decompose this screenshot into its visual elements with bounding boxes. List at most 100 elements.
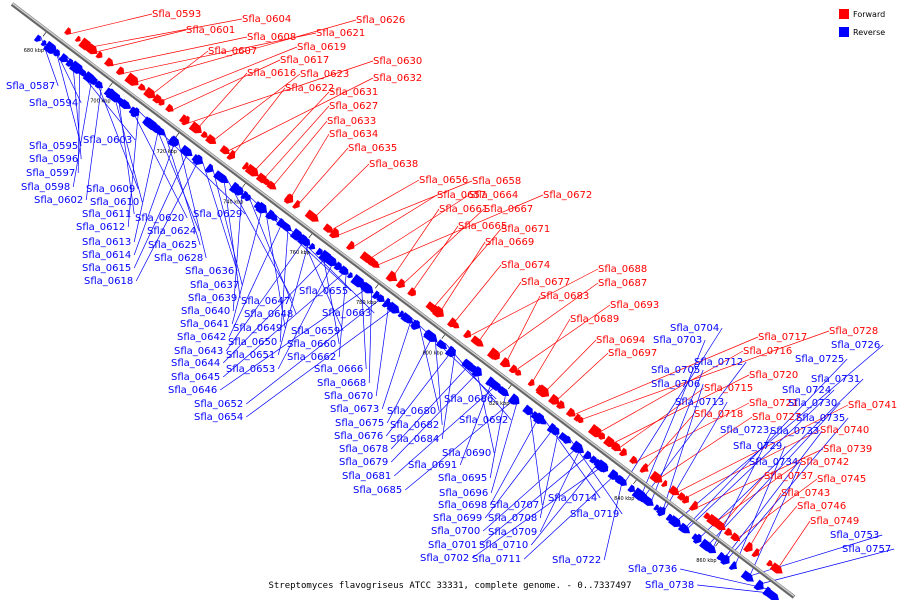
reverse-gene-feature-sfla-0652 [376,294,385,303]
forward-gene-leader-line [372,194,544,268]
reverse-gene-label-sfla-0614: Sfla_0614 [82,250,131,261]
tick-label: 820 kbp [489,401,509,407]
reverse-gene-label-sfla-0655: Sfla_0655 [299,286,348,297]
forward-gene-feature-sfla-0601 [85,43,98,55]
reverse-gene-label-sfla-0641: Sfla_0641 [180,319,229,330]
forward-gene-feature [493,352,501,361]
reverse-gene-leader-line [360,279,367,370]
forward-gene-feature [116,66,125,76]
forward-gene-feature-sfla-0727 [649,470,663,483]
reverse-gene-leader-line [700,378,864,538]
forward-gene-feature [388,273,398,282]
reverse-gene-feature [308,242,316,250]
reverse-gene-label-sfla-0729: Sfla_0729 [733,441,782,452]
tick-label: 800 kbp [423,351,443,357]
tick-mark [175,132,180,138]
reverse-gene-leader-line [385,348,454,437]
forward-gene-label-sfla-0638: Sfla_0638 [369,159,418,170]
legend: Forward Reverse [839,9,885,37]
forward-gene-leader-line [399,208,485,288]
reverse-gene-leader-line [688,389,835,528]
forward-gene-label-sfla-0737: Sfla_0737 [764,471,813,482]
forward-gene-label-sfla-0689: Sfla_0689 [570,314,619,325]
reverse-gene-feature [231,184,241,193]
reverse-gene-label-sfla-0722: Sfla_0722 [552,555,601,566]
reverse-gene-leader-line [390,369,481,463]
reverse-gene-label-sfla-0706: Sfla_0706 [651,379,700,390]
reverse-gene-leader-line [222,174,241,299]
reverse-gene-feature [474,368,482,377]
reverse-gene-leader-line [539,429,560,519]
reverse-gene-label-sfla-0668: Sfla_0668 [317,378,366,389]
forward-gene-feature-sfla-0746 [751,548,760,558]
forward-gene-feature-sfla-0617 [165,103,174,112]
forward-gene-leader-line [229,87,286,160]
reverse-gene-label-sfla-0618: Sfla_0618 [84,276,133,287]
forward-gene-leader-line [680,429,821,501]
forward-gene-leader-line [552,352,609,404]
forward-gene-label-sfla-0621: Sfla_0621 [316,28,365,39]
forward-gene-label-sfla-0607: Sfla_0607 [208,46,257,57]
forward-gene-leader-line [326,179,420,233]
reverse-gene-leader-line [603,477,624,561]
reverse-gene-label-sfla-0596: Sfla_0596 [29,154,78,165]
reverse-gene-feature [295,232,303,241]
forward-gene-feature-sfla-0693 [508,364,518,374]
forward-gene-label-sfla-0688: Sfla_0688 [598,264,647,275]
reverse-gene-leader-line [245,296,385,405]
reverse-gene-feature [359,281,367,289]
gene-features [33,27,783,600]
forward-gene-label-sfla-0617: Sfla_0617 [280,55,329,66]
forward-gene-label-sfla-0631: Sfla_0631 [329,87,378,98]
forward-gene-feature-sfla-0740 [676,492,687,501]
forward-gene-feature [723,527,733,536]
forward-gene-label-sfla-0717: Sfla_0717 [758,332,807,343]
reverse-gene-label-sfla-0659: Sfla_0659 [291,326,340,337]
forward-gene-label-sfla-0633: Sfla_0633 [327,116,376,127]
reverse-gene-leader-line [434,335,443,426]
tick-mark [633,479,637,485]
forward-gene-feature-sfla-0669 [432,305,444,318]
reverse-gene-feature [103,87,112,96]
forward-gene-label-sfla-0674: Sfla_0674 [501,260,550,271]
reverse-gene-feature [678,522,687,532]
reverse-gene-label-sfla-0611: Sfla_0611 [82,209,131,220]
reverse-gene-label-sfla-0652: Sfla_0652 [194,399,243,410]
reverse-gene-leader-line [663,383,704,509]
forward-gene-label-sfla-0746: Sfla_0746 [797,501,846,512]
forward-gene-leader-line [168,59,281,113]
reverse-gene-label-sfla-0666: Sfla_0666 [314,364,363,375]
forward-gene-label-sfla-0693: Sfla_0693 [610,300,659,311]
reverse-gene-feature-sfla-0648 [240,190,248,200]
reverse-gene-feature [754,580,762,589]
reverse-gene-label-sfla-0709: Sfla_0709 [488,527,537,538]
legend-forward-label: Forward [853,10,885,19]
reverse-gene-leader-line [177,140,207,259]
reverse-gene-feature [512,397,520,405]
reverse-gene-feature [180,145,190,155]
tick-label: 720 kbp [157,149,177,155]
forward-gene-leader-line [475,281,522,346]
forward-gene-feature-sfla-0627 [255,172,268,184]
forward-gene-leader-line [156,46,298,104]
forward-gene-feature-sfla-0720 [603,435,616,448]
legend-forward-swatch [839,9,849,19]
reverse-gene-label-sfla-0724: Sfla_0724 [782,385,831,396]
reverse-gene-leader-line [232,189,243,312]
reverse-gene-feature [767,591,775,598]
reverse-gene-label-sfla-0644: Sfla_0644 [171,358,220,369]
reverse-gene-leader-line [85,82,103,201]
reverse-gene-leader-line [489,389,507,479]
reverse-gene-feature [129,107,139,116]
reverse-gene-label-sfla-0710: Sfla_0710 [479,540,528,551]
reverse-gene-feature-sfla-0673 [403,315,414,324]
reverse-gene-label-sfla-0653: Sfla_0653 [226,364,275,375]
forward-gene-label-sfla-0716: Sfla_0716 [743,346,792,357]
reverse-gene-label-sfla-0673: Sfla_0673 [330,404,379,415]
forward-gene-feature-sfla-0616 [188,121,202,134]
reverse-gene-feature [435,339,445,348]
forward-gene-feature [178,114,187,123]
forward-gene-feature-sfla-0716 [587,424,603,438]
forward-gene-label-sfla-0627: Sfla_0627 [329,101,378,112]
reverse-gene-feature [486,377,496,387]
